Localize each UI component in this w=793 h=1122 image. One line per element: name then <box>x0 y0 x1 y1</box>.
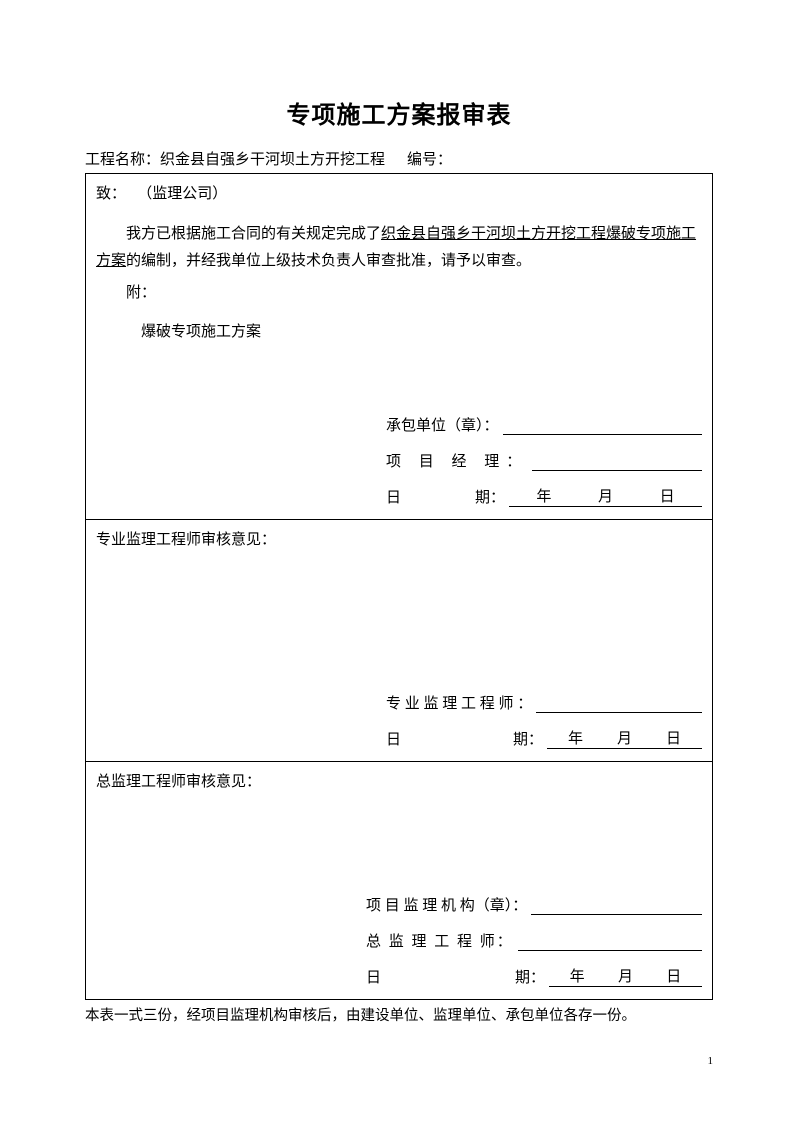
attach-item: 爆破专项施工方案 <box>96 320 702 341</box>
s3-date-value: 年 月 日 <box>549 965 702 987</box>
page-number: 1 <box>708 1055 714 1067</box>
project-value: 织金县自强乡干河坝土方开挖工程 <box>160 148 385 169</box>
section2-label: 专业监理工程师审核意见： <box>96 528 702 549</box>
s3-date-label-2: 期： <box>515 966 549 987</box>
year-label: 年 <box>536 485 551 506</box>
engineer-value <box>536 695 702 713</box>
s2-year-label: 年 <box>568 727 583 748</box>
s3-month-label: 月 <box>618 965 633 986</box>
contractor-label: 承包单位（章）： <box>386 414 503 435</box>
engineer-label: 专 业 监 理 工 程 师 ： <box>386 692 536 713</box>
month-label: 月 <box>598 485 613 506</box>
s2-date-value: 年 月 日 <box>547 727 702 749</box>
footer-note: 本表一式三份，经项目监理机构审核后，由建设单位、监理单位、承包单位各存一份。 <box>85 1004 713 1025</box>
org-value <box>531 897 702 915</box>
day-label: 日 <box>660 485 675 506</box>
contractor-value <box>503 417 702 435</box>
s2-day-label: 日 <box>666 727 681 748</box>
manager-value <box>532 453 702 471</box>
section3-sig-block: 项 目 监 理 机 构（章）： 总 监 理 工 程 师： 日 期： 年 月 日 <box>366 891 702 987</box>
approval-form-table: 致： （监理公司） 我方已根据施工合同的有关规定完成了织金县自强乡干河坝土方开挖… <box>85 173 713 1000</box>
section3-cell: 总监理工程师审核意见： 项 目 监 理 机 构（章）： 总 监 理 工 程 师：… <box>86 762 713 1000</box>
s3-year-label: 年 <box>570 965 585 986</box>
body-post: 的编制，并经我单位上级技术负责人审查批准，请予以审查。 <box>126 253 531 269</box>
section1-cell: 致： （监理公司） 我方已根据施工合同的有关规定完成了织金县自强乡干河坝土方开挖… <box>86 174 713 520</box>
date-value: 年 月 日 <box>509 485 702 507</box>
s2-month-label: 月 <box>617 727 632 748</box>
body-pre: 我方已根据施工合同的有关规定完成了 <box>126 226 381 242</box>
s3-day-label: 日 <box>666 965 681 986</box>
project-label: 工程名称： <box>85 148 160 169</box>
to-value: （监理公司） <box>137 186 227 202</box>
section3-label: 总监理工程师审核意见： <box>96 770 702 791</box>
chief-label: 总 监 理 工 程 师： <box>366 930 518 951</box>
header-line: 工程名称： 织金县自强乡干河坝土方开挖工程 编号： <box>85 148 713 169</box>
date-label-1: 日 <box>386 486 405 507</box>
to-prefix: 致： <box>96 186 126 202</box>
attach-label: 附： <box>96 281 702 302</box>
chief-value <box>518 933 702 951</box>
s2-date-label-1: 日 <box>386 728 405 749</box>
s3-date-label-1: 日 <box>366 966 385 987</box>
section2-sig-block: 专 业 监 理 工 程 师 ： 日 期： 年 月 日 <box>386 689 702 749</box>
form-title: 专项施工方案报审表 <box>85 95 713 130</box>
section2-cell: 专业监理工程师审核意见： 专 业 监 理 工 程 师 ： 日 期： 年 月 日 <box>86 520 713 762</box>
org-label: 项 目 监 理 机 构（章）： <box>366 894 531 915</box>
body-text: 我方已根据施工合同的有关规定完成了织金县自强乡干河坝土方开挖工程爆破专项施工方案… <box>96 221 702 275</box>
number-label: 编号： <box>407 148 452 169</box>
date-label-2: 期： <box>475 486 509 507</box>
to-line: 致： （监理公司） <box>96 182 702 203</box>
s2-date-label-2: 期： <box>513 728 547 749</box>
section1-sig-block: 承包单位（章）： 项 目 经 理： 日 期： 年 月 日 <box>386 411 702 507</box>
manager-label: 项 目 经 理： <box>386 450 532 471</box>
